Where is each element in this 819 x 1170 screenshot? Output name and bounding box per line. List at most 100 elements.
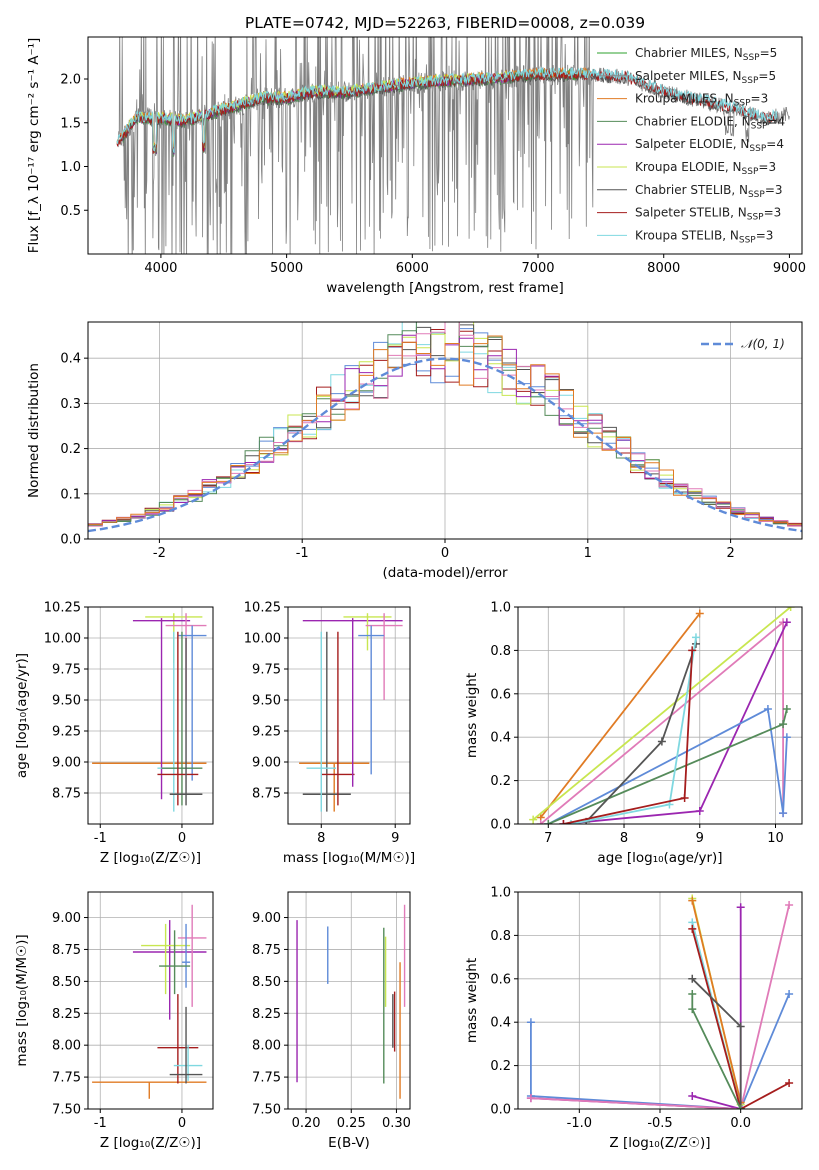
model-spectrum-line	[116, 66, 778, 154]
data-point-marker	[688, 1005, 697, 1014]
x-axis-label: (data-model)/error	[382, 565, 508, 581]
y-tick-label: 0.2	[490, 774, 511, 789]
x-tick-label: 2	[726, 546, 734, 561]
legend-label: Salpeter ELODIE, NSSP=4	[635, 137, 784, 154]
data-point-marker	[688, 1091, 697, 1100]
x-tick-label: 0	[441, 546, 449, 561]
legend-label: Chabrier ELODIE, NSSP=4	[635, 114, 785, 131]
y-tick-label: 0.0	[490, 1103, 511, 1118]
data-point-marker	[785, 901, 794, 910]
y-tick-label: 0.6	[490, 687, 511, 702]
data-point-marker	[782, 618, 791, 627]
x-axis-label: age [log₁₀(age/yr)]	[597, 850, 722, 866]
axes-frame	[87, 606, 214, 825]
y-tick-label: 9.25	[252, 725, 281, 740]
data-point-marker	[526, 1018, 535, 1027]
data-point-marker	[688, 924, 697, 933]
y-tick-label: 9.75	[52, 663, 81, 678]
y-tick-label: 8.25	[252, 1007, 281, 1022]
legend-label: Salpeter MILES, NSSP=5	[635, 69, 776, 86]
data-point-marker	[736, 903, 745, 912]
y-tick-label: 8.50	[52, 975, 81, 990]
x-tick-label: 5000	[270, 261, 303, 276]
plot-area	[116, 37, 790, 254]
y-tick-label: 9.00	[52, 911, 81, 926]
legend: Chabrier MILES, NSSP=5 Salpeter MILES, NS…	[597, 46, 785, 245]
legend-label: Chabrier STELIB, NSSP=3	[635, 183, 783, 200]
y-tick-label: 7.75	[252, 1071, 281, 1086]
y-tick-label: 0.5	[60, 204, 81, 219]
y-tick-label: 8.75	[252, 943, 281, 958]
data-point-marker	[691, 633, 700, 642]
y-axis-label: mass weight	[464, 958, 480, 1043]
panel-massweight_vs_age: 7 8 9 10 0.0 0.2 0.4 0.6 0.8 1.0 age [log₁₀(age/yr…	[464, 601, 803, 866]
y-tick-label: 9.50	[252, 694, 281, 709]
y-tick-label: 0.4	[490, 1016, 511, 1031]
y-tick-label: 2.0	[60, 73, 81, 88]
y-tick-label: 9.00	[252, 756, 281, 771]
legend-label: Kroupa ELODIE, NSSP=3	[635, 160, 776, 177]
legend-label: Salpeter STELIB, NSSP=3	[635, 206, 781, 223]
y-tick-label: 10.00	[44, 632, 81, 647]
x-axis-label: Z [log₁₀(Z/Z☉)]	[100, 1135, 201, 1151]
y-tick-label: 7.50	[52, 1103, 81, 1118]
plot-area	[288, 892, 410, 1109]
y-tick-label: 7.50	[252, 1103, 281, 1118]
series-line	[691, 994, 742, 1109]
panel-mass_vs_ebv: 0.20 0.25 0.30 7.50 7.75 8.00 8.25 8.50 8.75 9.00…	[252, 891, 411, 1151]
panel-age_vs_Z: -1 0 8.75 9.00 9.25 9.50 9.75 10.00 10.25 Z [log₁…	[14, 601, 214, 866]
data-point-marker	[688, 646, 697, 655]
x-tick-label: -1	[94, 831, 107, 846]
x-tick-label: -0.5	[647, 1116, 672, 1131]
series-line	[530, 904, 790, 1109]
data-point-marker	[782, 704, 791, 713]
plot-area	[518, 892, 802, 1109]
series-line	[547, 707, 788, 824]
x-axis-label: Z [log₁₀(Z/Z☉)]	[100, 850, 201, 866]
y-axis-label: mass weight	[464, 673, 480, 758]
plot-area	[518, 607, 802, 824]
x-tick-label: 8	[620, 831, 628, 846]
data-point-marker	[526, 1094, 535, 1103]
data-point-marker	[559, 820, 568, 824]
x-tick-label: 7000	[521, 261, 554, 276]
data-point-marker	[779, 720, 788, 729]
legend-label: 𝒩(0, 1)	[741, 337, 785, 351]
axes-frame	[517, 891, 803, 1110]
y-tick-label: 1.0	[490, 886, 511, 901]
x-tick-label: 0	[178, 1116, 186, 1131]
data-point-marker	[695, 609, 704, 618]
panel-mass_vs_Z: -1 0 7.50 7.75 8.00 8.25 8.50 8.75 9.00 Z [log₁₀(…	[14, 891, 214, 1151]
data-point-marker	[688, 989, 697, 998]
plot-area	[88, 322, 802, 539]
axes-frame	[87, 36, 803, 255]
y-tick-label: 7.75	[52, 1071, 81, 1086]
y-tick-label: 0.2	[60, 442, 81, 457]
x-axis-label: mass [log₁₀(M/M☉)]	[283, 850, 415, 866]
x-tick-label: 1	[584, 546, 592, 561]
y-axis-label: Flux [f_λ 10⁻¹⁷ erg cm⁻² s⁻¹ A⁻¹]	[26, 38, 42, 254]
data-point-marker	[657, 737, 666, 746]
data-point-marker	[763, 704, 772, 713]
y-tick-label: 10.00	[244, 632, 281, 647]
x-tick-label: -1	[296, 546, 309, 561]
axes-frame	[287, 891, 411, 1110]
legend-label: Kroupa MILES, NSSP=3	[635, 92, 768, 109]
y-tick-label: 0.6	[490, 972, 511, 987]
histogram-step	[88, 335, 802, 526]
data-point-marker	[736, 1022, 745, 1031]
y-tick-label: 8.75	[252, 787, 281, 802]
series-line	[540, 620, 784, 824]
y-tick-label: 0.8	[490, 644, 511, 659]
data-point-marker	[786, 607, 795, 611]
y-tick-label: 8.75	[52, 787, 81, 802]
y-tick-label: 1.0	[490, 601, 511, 616]
y-tick-label: 0.1	[60, 487, 81, 502]
axes-frame	[517, 606, 803, 825]
x-tick-label: 6000	[396, 261, 429, 276]
y-tick-label: 1.0	[60, 160, 81, 175]
y-tick-label: 8.00	[252, 1039, 281, 1054]
plot-area	[88, 892, 213, 1109]
x-tick-label: 0.25	[337, 1116, 366, 1131]
